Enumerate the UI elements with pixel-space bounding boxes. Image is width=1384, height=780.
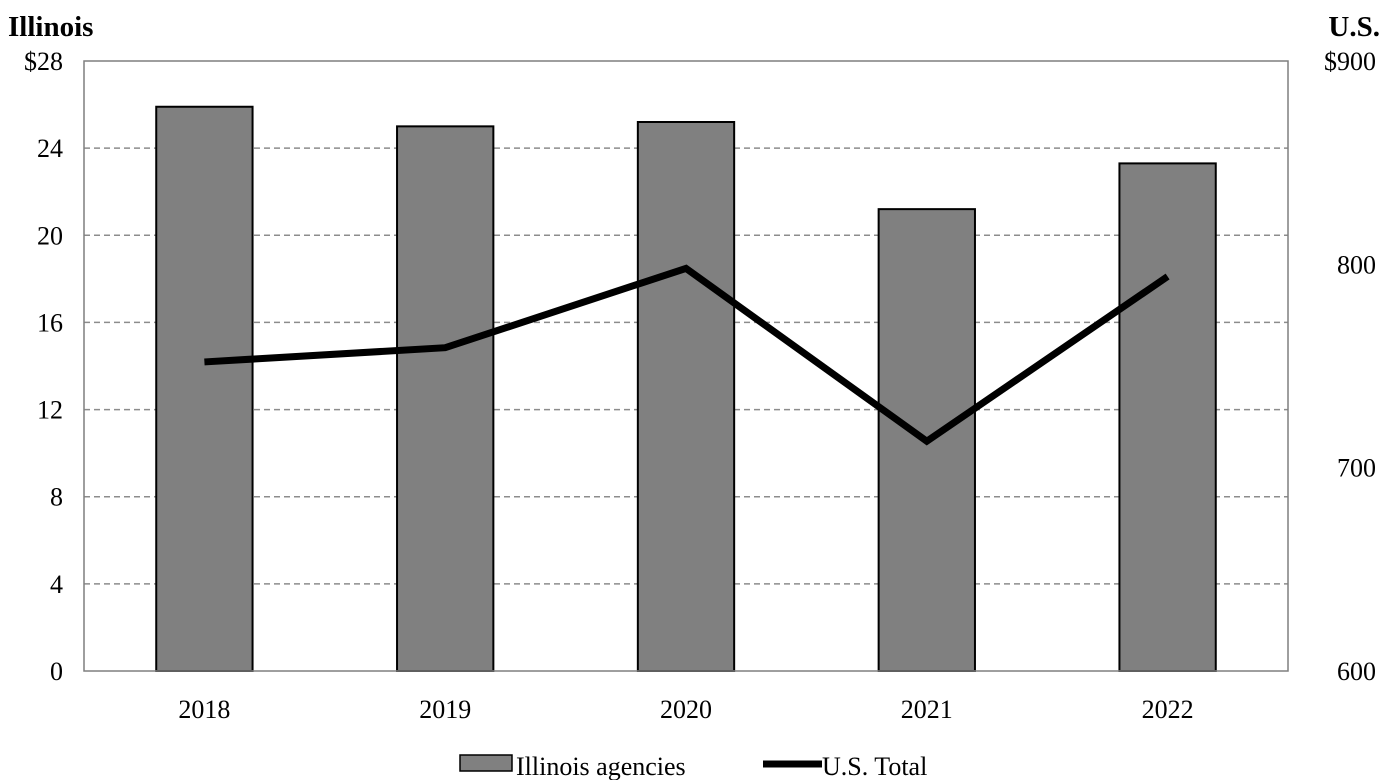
right-axis-ticks: 600 700 800 $900 <box>1324 47 1376 686</box>
legend-swatch-illinois-agencies <box>459 754 513 772</box>
bar-illinois-agencies <box>396 125 495 673</box>
legend-label-illinois-agencies: Illinois agencies <box>516 752 686 780</box>
us-total-line <box>204 264 1170 446</box>
x-tick-label: 2018 <box>178 695 230 724</box>
x-tick-label: 2022 <box>1142 695 1194 724</box>
left-tick-label: 20 <box>37 221 63 250</box>
right-tick-label: 700 <box>1337 454 1376 483</box>
left-tick-label: 24 <box>37 134 63 163</box>
x-axis-ticks: 2018 2019 2020 2021 2022 <box>178 695 1193 724</box>
left-tick-label: $28 <box>24 47 63 76</box>
right-tick-label: 800 <box>1337 250 1376 279</box>
left-tick-label: 8 <box>50 483 63 512</box>
left-tick-label: 12 <box>37 396 63 425</box>
bar-illinois-agencies <box>636 121 736 672</box>
x-tick-label: 2021 <box>901 695 953 724</box>
x-tick-label: 2019 <box>419 695 471 724</box>
left-tick-label: 4 <box>50 570 63 599</box>
bar-illinois-agencies <box>1118 162 1217 672</box>
left-axis-ticks: 0 4 8 12 16 20 24 $28 <box>24 47 63 686</box>
right-tick-label: $900 <box>1324 47 1376 76</box>
left-tick-label: 16 <box>37 308 63 337</box>
bar-illinois-agencies <box>155 105 254 672</box>
plot-frame <box>83 60 1289 672</box>
illinois-bars <box>155 105 1217 673</box>
legend: Illinois agencies U.S. Total <box>459 752 927 780</box>
left-tick-label: 0 <box>50 657 63 686</box>
x-tick-label: 2020 <box>660 695 712 724</box>
legend-label-us-total: U.S. Total <box>822 752 927 780</box>
right-axis-title: U.S. <box>1328 11 1380 43</box>
left-axis-title: Illinois <box>8 11 93 43</box>
right-tick-label: 600 <box>1337 657 1376 686</box>
